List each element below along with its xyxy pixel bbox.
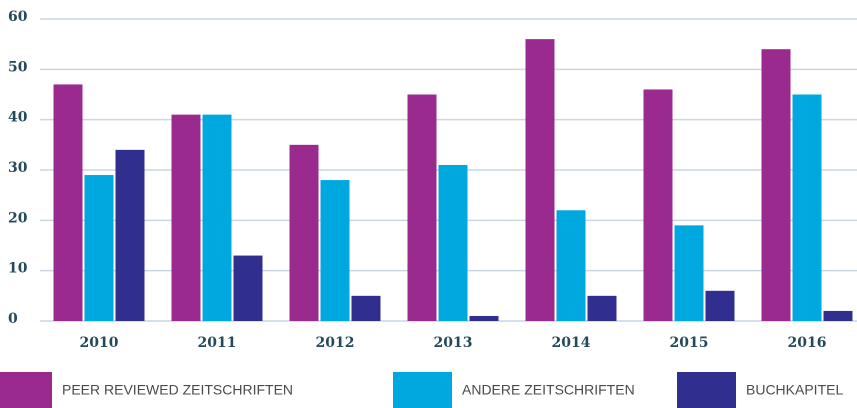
- bar: [320, 180, 350, 321]
- x-tick-label: 2015: [670, 335, 709, 351]
- y-tick-label: 0: [8, 311, 18, 327]
- x-tick-label: 2011: [198, 335, 237, 351]
- bar: [84, 175, 114, 321]
- bar: [823, 310, 853, 321]
- y-tick-label: 10: [8, 261, 28, 277]
- bar: [587, 295, 617, 321]
- legend-swatch: [0, 372, 52, 408]
- legend-swatch: [677, 372, 736, 408]
- bar: [171, 114, 201, 321]
- bar: [407, 94, 437, 321]
- y-tick-label: 20: [8, 210, 28, 226]
- y-tick-label: 50: [8, 59, 28, 75]
- x-tick-label: 2016: [788, 335, 827, 351]
- legend-swatch: [393, 372, 452, 408]
- bar: [289, 144, 319, 321]
- bar: [761, 49, 791, 321]
- x-tick-label: 2014: [552, 335, 591, 351]
- bar: [792, 94, 822, 321]
- legend-label: PEER REVIEWED ZEITSCHRIFTEN: [62, 382, 293, 398]
- x-tick-label: 2013: [434, 335, 473, 351]
- bar: [705, 290, 735, 321]
- x-tick-label: 2010: [80, 335, 119, 351]
- y-tick-label: 60: [8, 9, 28, 25]
- bar: [202, 114, 232, 321]
- y-tick-label: 30: [8, 160, 28, 176]
- bar: [53, 84, 83, 321]
- bar: [438, 164, 468, 321]
- bar: [643, 89, 673, 321]
- bar: [351, 295, 381, 321]
- bar: [115, 149, 145, 321]
- bar: [233, 255, 263, 321]
- bar: [469, 315, 499, 321]
- legend-label: ANDERE ZEITSCHRIFTEN: [462, 382, 635, 398]
- x-tick-label: 2012: [316, 335, 355, 351]
- bar: [556, 210, 586, 321]
- legend-label: BUCHKAPITEL: [746, 382, 843, 398]
- bar: [525, 39, 555, 322]
- y-tick-label: 40: [8, 110, 28, 126]
- bar: [674, 225, 704, 321]
